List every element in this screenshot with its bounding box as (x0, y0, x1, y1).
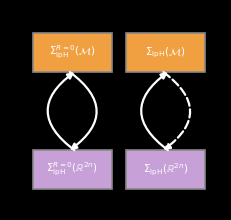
Text: $\Sigma_{\mathrm{lpH}}(\mathcal{M})$: $\Sigma_{\mathrm{lpH}}(\mathcal{M})$ (145, 46, 185, 60)
FancyBboxPatch shape (126, 33, 204, 72)
FancyBboxPatch shape (32, 150, 111, 189)
Text: $\Sigma_{\mathrm{lpH}}(\mathbb{R}^{2n})$: $\Sigma_{\mathrm{lpH}}(\mathbb{R}^{2n})$ (142, 161, 188, 178)
Text: $\Sigma_{\mathrm{lpH}}^{R=0}(\mathcal{M})$: $\Sigma_{\mathrm{lpH}}^{R=0}(\mathcal{M}… (49, 44, 95, 61)
FancyBboxPatch shape (32, 33, 111, 72)
Text: $\Sigma_{\mathrm{lpH}}^{R=0}(\mathbb{R}^{2n})$: $\Sigma_{\mathrm{lpH}}^{R=0}(\mathbb{R}^… (46, 161, 98, 178)
FancyBboxPatch shape (126, 150, 204, 189)
